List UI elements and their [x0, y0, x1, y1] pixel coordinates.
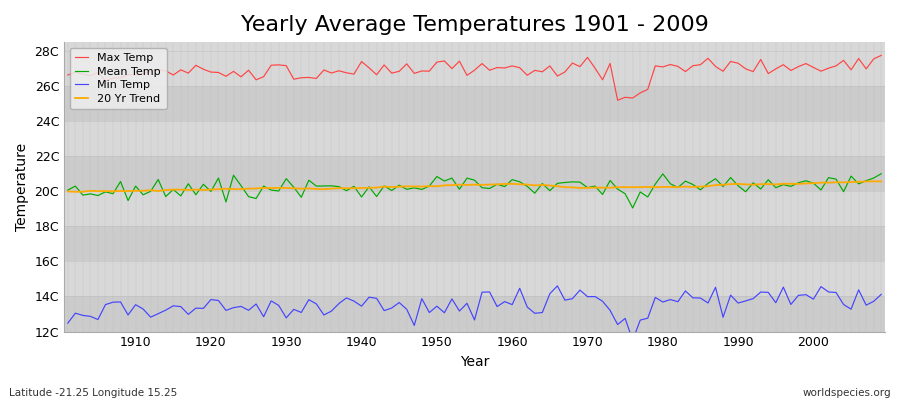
20 Yr Trend: [70, 189, 81, 194]
Mean Temp: [122, 198, 133, 203]
Min Temp: [500, 299, 510, 304]
Legend: Max Temp, Mean Temp, Min Temp, 20 Yr Trend: Max Temp, Mean Temp, Min Temp, 20 Yr Tre…: [69, 48, 166, 109]
20 Yr Trend: [130, 188, 141, 193]
Mean Temp: [598, 192, 608, 197]
20 Yr Trend: [296, 186, 307, 191]
20 Yr Trend: [876, 179, 886, 184]
Max Temp: [507, 64, 517, 68]
Text: worldspecies.org: worldspecies.org: [803, 388, 891, 398]
Bar: [64, 156, 885, 191]
Line: Min Temp: Min Temp: [68, 286, 881, 340]
Bar: [64, 226, 885, 262]
Min Temp: [876, 292, 886, 297]
Max Temp: [122, 72, 133, 77]
Line: Mean Temp: Mean Temp: [68, 174, 881, 208]
Y-axis label: Temperature: Temperature: [15, 143, 29, 231]
Bar: [64, 86, 885, 121]
20 Yr Trend: [514, 182, 525, 187]
Max Temp: [598, 78, 608, 82]
Max Temp: [500, 66, 510, 70]
Min Temp: [122, 312, 133, 317]
Bar: [64, 262, 885, 296]
Mean Temp: [62, 188, 73, 192]
Max Temp: [288, 77, 299, 82]
20 Yr Trend: [868, 179, 879, 184]
Min Temp: [552, 284, 562, 288]
Max Temp: [876, 53, 886, 58]
Mean Temp: [500, 184, 510, 189]
Mean Temp: [288, 185, 299, 190]
20 Yr Trend: [507, 181, 517, 186]
Max Temp: [62, 73, 73, 78]
Min Temp: [334, 301, 345, 306]
Min Temp: [62, 321, 73, 326]
Max Temp: [612, 98, 623, 103]
Min Temp: [288, 307, 299, 312]
Line: 20 Yr Trend: 20 Yr Trend: [68, 181, 881, 192]
Bar: [64, 121, 885, 156]
20 Yr Trend: [341, 186, 352, 191]
Mean Temp: [627, 206, 638, 210]
Bar: [64, 191, 885, 226]
Mean Temp: [876, 171, 886, 176]
Line: Max Temp: Max Temp: [68, 55, 881, 100]
X-axis label: Year: Year: [460, 355, 490, 369]
Bar: [64, 51, 885, 86]
Min Temp: [605, 308, 616, 313]
20 Yr Trend: [62, 189, 73, 194]
Min Temp: [627, 338, 638, 343]
Mean Temp: [334, 184, 345, 189]
Bar: [64, 296, 885, 332]
Title: Yearly Average Temperatures 1901 - 2009: Yearly Average Temperatures 1901 - 2009: [240, 15, 708, 35]
Min Temp: [507, 302, 517, 307]
20 Yr Trend: [605, 185, 616, 190]
Mean Temp: [507, 177, 517, 182]
Max Temp: [334, 68, 345, 73]
Text: Latitude -21.25 Longitude 15.25: Latitude -21.25 Longitude 15.25: [9, 388, 177, 398]
